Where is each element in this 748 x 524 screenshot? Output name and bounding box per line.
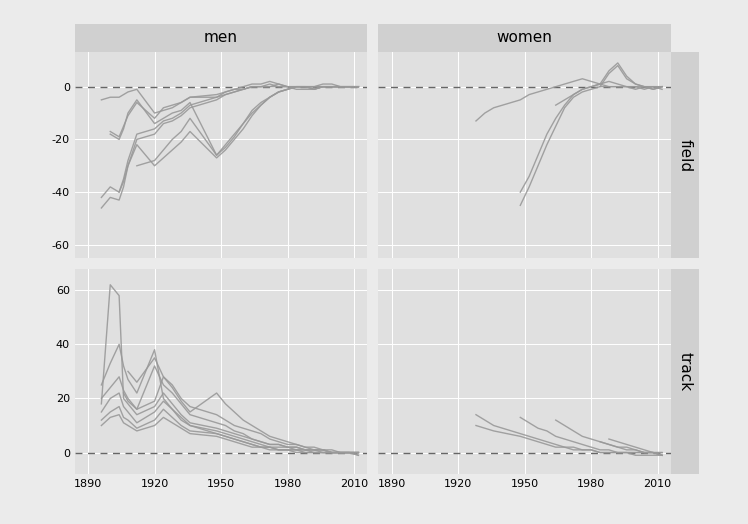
Text: women: women [497, 30, 553, 46]
Text: men: men [204, 30, 238, 46]
Text: field: field [678, 139, 693, 172]
Text: track: track [678, 352, 693, 391]
